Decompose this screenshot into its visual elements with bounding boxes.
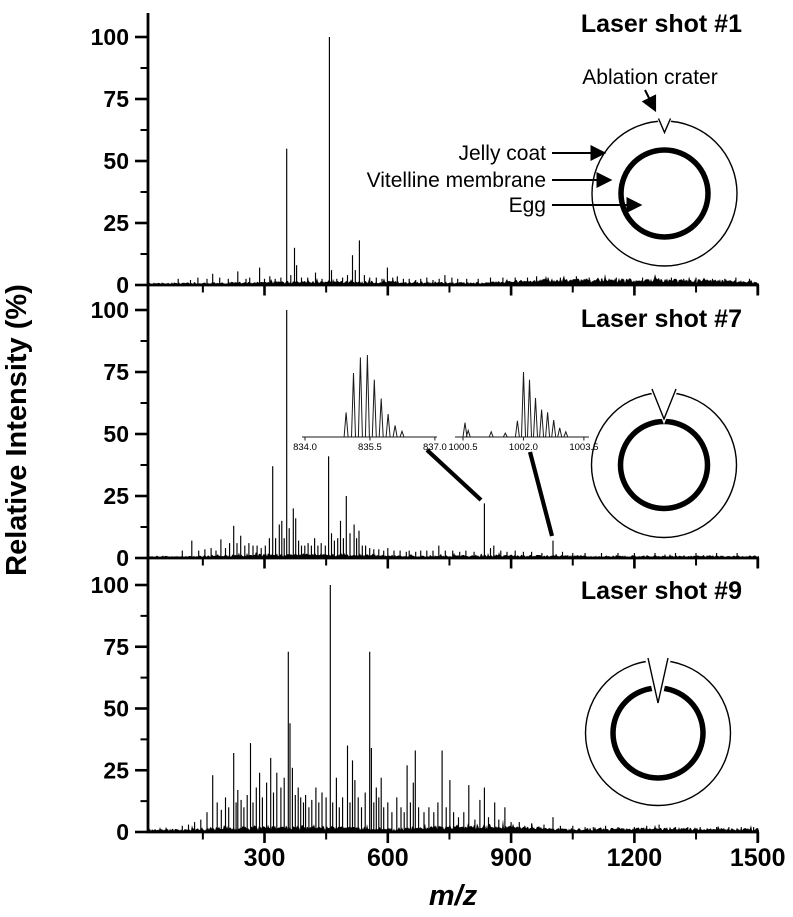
egg-diagram-shot7: [590, 388, 738, 539]
y-tick-label: 100: [91, 297, 129, 323]
x-tick-label: 1200: [607, 844, 663, 872]
egg-diagram-shot1: [591, 117, 738, 267]
panel-3: 100 75 50 25 0 Laser shot #9: [91, 572, 760, 845]
ablation-crater-label: Ablation crater: [582, 66, 717, 89]
egg-label: Egg: [509, 194, 546, 217]
peaks: [181, 310, 738, 558]
ablation-crater-notch: [647, 657, 669, 704]
y-tick-label: 50: [103, 696, 129, 722]
ablation-crater-notch: [657, 118, 672, 135]
y-tick-label: 100: [91, 572, 129, 598]
inset-trace: [455, 371, 589, 438]
noise-band: [148, 273, 759, 285]
y-tick-label: 75: [103, 634, 129, 660]
y-tick-label: 25: [103, 757, 129, 783]
vitelline-membrane-label: Vitelline membrane: [367, 169, 546, 192]
inset-tick-label: 837.0: [423, 442, 447, 453]
x-axis-title: m/z: [429, 880, 478, 912]
vitelline-membrane-circle: [618, 147, 711, 240]
panel-2: 100 75 50 25 0 Laser shot #7: [91, 297, 760, 571]
ablation-crater-notch: [651, 388, 677, 421]
inset-tick-label: 1002.0: [509, 442, 538, 453]
x-tick-label: 1500: [730, 844, 786, 872]
inset-spectrum-835: 834.0 835.5 837.0: [293, 354, 447, 453]
x-tick-label: 300: [244, 844, 286, 872]
x-tick-label: 900: [490, 844, 532, 872]
y-tick-label: 75: [103, 359, 129, 385]
y-tick-label: 0: [116, 819, 129, 845]
y-tick-label: 25: [103, 210, 129, 236]
jelly-coat-circle: [591, 120, 738, 267]
vitelline-membrane-circle: [617, 418, 711, 512]
y-tick-label: 0: [116, 545, 129, 571]
inset-spectrum-1002: 1000.5 1002.0 1003.5: [448, 371, 598, 453]
inset-tick-label: 1000.5: [448, 442, 477, 453]
inset-tick-label: 835.5: [358, 442, 382, 453]
inset-tick-label: 834.0: [293, 442, 317, 453]
ablation-crater-arrow: [641, 89, 657, 113]
y-tick-label: 0: [116, 272, 129, 298]
jelly-coat-label: Jelly coat: [458, 142, 546, 165]
y-tick-label: 50: [103, 148, 129, 174]
inset-callout-line-835: [425, 448, 483, 502]
panel-title: Laser shot #9: [581, 577, 742, 605]
panel-title: Laser shot #1: [581, 10, 742, 38]
inset-tick-label: 1003.5: [569, 442, 598, 453]
x-tick-label: 600: [367, 844, 409, 872]
panel-title: Laser shot #7: [581, 305, 742, 333]
y-tick-label: 100: [91, 24, 129, 50]
egg-diagram-shot9: [584, 657, 732, 807]
y-tick-label: 75: [103, 86, 129, 112]
inset-trace: [302, 354, 437, 438]
y-tick-label: 50: [103, 421, 129, 447]
panel-1: 100 75 50 25 0 Laser shot #1: [91, 10, 760, 298]
inset-callout-line-1002: [527, 451, 555, 537]
noise-band: [148, 551, 759, 558]
y-axis-title: Relative Intensity (%): [1, 284, 33, 576]
peaks: [181, 585, 755, 832]
y-tick-label: 25: [103, 483, 129, 509]
